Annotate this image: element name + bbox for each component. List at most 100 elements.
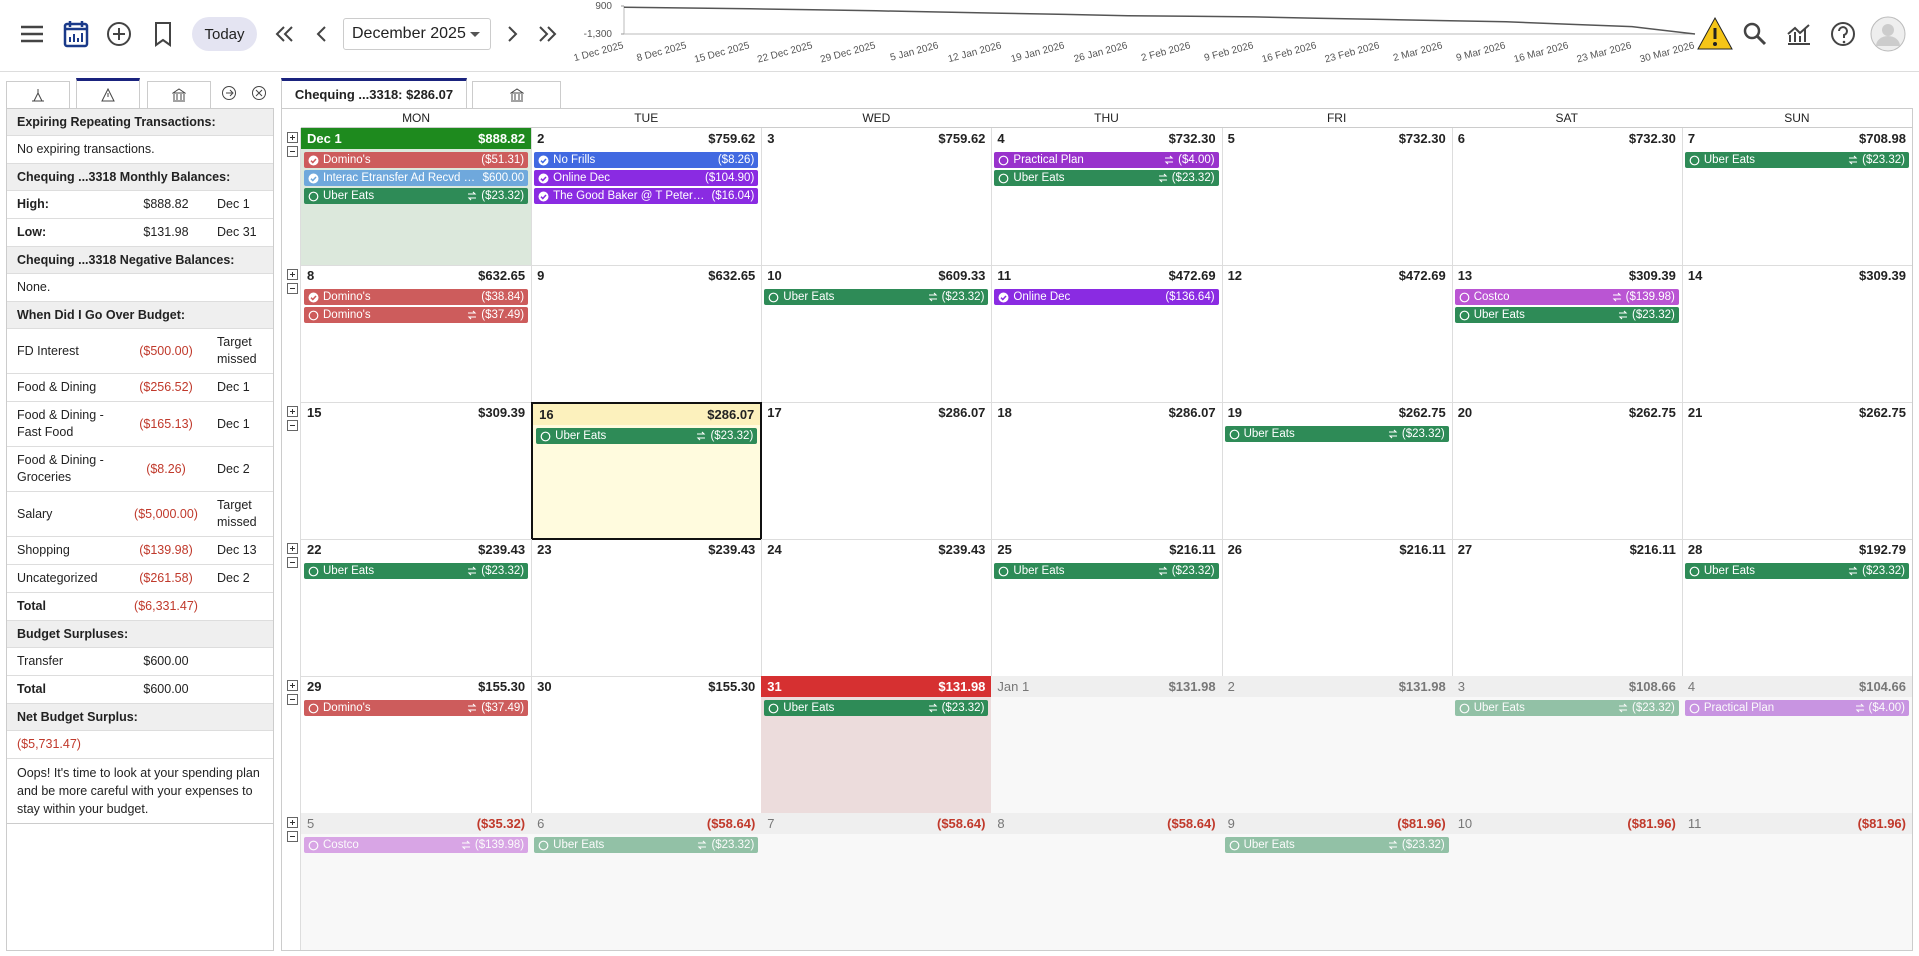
day-cell[interactable]: 19 $262.75 Uber Eats ($23.32) <box>1221 402 1453 540</box>
day-cell[interactable]: 14 $309.39 <box>1681 265 1912 403</box>
avatar[interactable] <box>1870 16 1906 52</box>
transaction[interactable]: Uber Eats ($23.32) <box>1684 563 1909 579</box>
sidebar-tab[interactable] <box>76 78 140 108</box>
transaction[interactable]: Uber Eats ($23.32) <box>536 428 758 444</box>
day-cell[interactable]: Jan 1 $131.98 <box>991 676 1223 814</box>
add-button[interactable] <box>102 17 136 51</box>
close-tab-button[interactable] <box>251 85 267 101</box>
transaction[interactable]: Domino's ($37.49) <box>304 700 529 716</box>
sidebar-tab[interactable] <box>147 81 211 108</box>
day-cell[interactable]: 13 $309.39 Costco ($139.98) Uber Eats ($23.32… <box>1451 265 1683 403</box>
transaction[interactable]: Uber Eats ($23.32) <box>1224 837 1449 853</box>
transaction[interactable]: Online Dec ($136.64) <box>994 289 1219 305</box>
expand-week-button[interactable] <box>287 269 298 280</box>
previous-month-button[interactable] <box>305 17 339 51</box>
transaction[interactable]: Uber Eats ($23.32) <box>1454 700 1679 716</box>
day-cell[interactable]: 7 $708.98 Uber Eats ($23.32) <box>1681 128 1912 266</box>
day-cell[interactable]: 27 $216.11 <box>1451 539 1683 677</box>
transaction[interactable]: Uber Eats ($23.32) <box>1684 152 1909 168</box>
transaction[interactable]: Domino's ($51.31) <box>304 152 529 168</box>
collapse-week-button[interactable] <box>287 283 298 294</box>
day-cell[interactable]: 21 $262.75 <box>1681 402 1912 540</box>
help-button[interactable] <box>1826 17 1860 51</box>
transaction[interactable]: Uber Eats ($23.32) <box>534 837 759 853</box>
transaction[interactable]: Costco ($139.98) <box>1454 289 1679 305</box>
transaction[interactable]: Uber Eats ($23.32) <box>1454 307 1679 323</box>
day-cell[interactable]: 15 $309.39 <box>301 402 533 540</box>
day-cell[interactable]: 12 $472.69 <box>1221 265 1453 403</box>
day-cell[interactable]: 9 ($81.96) Uber Eats ($23.32) <box>1221 813 1453 950</box>
day-cell[interactable]: 16 $286.07 Uber Eats ($23.32) <box>531 402 763 540</box>
transaction[interactable]: Uber Eats ($23.32) <box>994 563 1219 579</box>
transaction[interactable]: Practical Plan ($4.00) <box>994 152 1219 168</box>
today-button[interactable]: Today <box>192 17 257 51</box>
expand-week-button[interactable] <box>287 680 298 691</box>
transaction[interactable]: Domino's ($37.49) <box>304 307 529 323</box>
day-cell[interactable]: 9 $632.65 <box>531 265 763 403</box>
transaction[interactable]: Interac Etransfer Ad Recvd Calendar$600.… <box>304 170 529 186</box>
expand-week-button[interactable] <box>287 406 298 417</box>
day-cell[interactable]: 31 $131.98 Uber Eats ($23.32) <box>761 676 993 814</box>
transaction[interactable]: Practical Plan ($4.00) <box>1684 700 1909 716</box>
account-tab[interactable] <box>472 81 561 108</box>
search-button[interactable] <box>1738 17 1772 51</box>
day-cell[interactable]: 3 $759.62 <box>761 128 993 266</box>
expand-week-button[interactable] <box>287 543 298 554</box>
warning-icon[interactable] <box>1696 15 1734 53</box>
expand-week-button[interactable] <box>287 132 298 143</box>
account-tab[interactable]: Chequing ...3318: $286.07 <box>281 78 467 108</box>
day-cell[interactable]: 20 $262.75 <box>1451 402 1683 540</box>
day-cell[interactable]: 5 ($35.32) Costco ($139.98) <box>301 813 533 950</box>
next-month-button[interactable] <box>495 17 529 51</box>
day-cell[interactable]: 6 $732.30 <box>1451 128 1683 266</box>
day-cell[interactable]: 10 ($81.96) <box>1451 813 1683 950</box>
calendar-button[interactable] <box>59 17 93 51</box>
day-cell[interactable]: 11 $472.69 Online Dec ($136.64) <box>991 265 1223 403</box>
transaction[interactable]: Domino's ($38.84) <box>304 289 529 305</box>
day-cell[interactable]: 25 $216.11 Uber Eats ($23.32) <box>991 539 1223 677</box>
transaction[interactable]: Uber Eats ($23.32) <box>1224 426 1449 442</box>
sidebar-tab[interactable] <box>6 81 70 108</box>
day-cell[interactable]: 4 $732.30 Practical Plan ($4.00) Uber Eats ($… <box>991 128 1223 266</box>
day-cell[interactable]: Dec 1 $888.82 Domino's ($51.31) Interac Etra… <box>301 128 533 266</box>
bookmark-button[interactable] <box>146 17 180 51</box>
collapse-week-button[interactable] <box>287 420 298 431</box>
reports-button[interactable] <box>1782 17 1816 51</box>
day-cell[interactable]: 5 $732.30 <box>1221 128 1453 266</box>
day-cell[interactable]: 26 $216.11 <box>1221 539 1453 677</box>
day-cell[interactable]: 28 $192.79 Uber Eats ($23.32) <box>1681 539 1912 677</box>
expand-week-button[interactable] <box>287 817 298 828</box>
day-cell[interactable]: 29 $155.30 Domino's ($37.49) <box>301 676 533 814</box>
day-cell[interactable]: 2 $759.62 No Frills ($8.26) Online Dec ($104.… <box>531 128 763 266</box>
collapse-week-button[interactable] <box>287 831 298 842</box>
day-cell[interactable]: 24 $239.43 <box>761 539 993 677</box>
transaction[interactable]: Uber Eats ($23.32) <box>764 700 989 716</box>
collapse-week-button[interactable] <box>287 694 298 705</box>
previous-year-button[interactable] <box>268 17 302 51</box>
day-cell[interactable]: 4 $104.66 Practical Plan ($4.00) <box>1681 676 1912 814</box>
transaction[interactable]: The Good Baker @ T Peterborough ($16.04) <box>534 188 759 204</box>
month-select[interactable]: December 2025 <box>343 18 491 50</box>
transaction[interactable]: No Frills ($8.26) <box>534 152 759 168</box>
transaction[interactable]: Uber Eats ($23.32) <box>304 188 529 204</box>
collapse-week-button[interactable] <box>287 146 298 157</box>
day-cell[interactable]: 18 $286.07 <box>991 402 1223 540</box>
day-cell[interactable]: 3 $108.66 Uber Eats ($23.32) <box>1451 676 1683 814</box>
transaction[interactable]: Uber Eats ($23.32) <box>764 289 989 305</box>
transaction[interactable]: Online Dec ($104.90) <box>534 170 759 186</box>
add-tab-button[interactable] <box>221 85 237 101</box>
collapse-week-button[interactable] <box>287 557 298 568</box>
day-cell[interactable]: 7 ($58.64) <box>761 813 993 950</box>
day-cell[interactable]: 8 $632.65 Domino's ($38.84) Domino's ($37.49) <box>301 265 533 403</box>
day-cell[interactable]: 8 ($58.64) <box>991 813 1223 950</box>
transaction[interactable]: Costco ($139.98) <box>304 837 529 853</box>
day-cell[interactable]: 11 ($81.96) <box>1681 813 1912 950</box>
day-cell[interactable]: 17 $286.07 <box>761 402 993 540</box>
next-year-button[interactable] <box>530 17 564 51</box>
day-cell[interactable]: 23 $239.43 <box>531 539 763 677</box>
day-cell[interactable]: 2 $131.98 <box>1221 676 1453 814</box>
day-cell[interactable]: 10 $609.33 Uber Eats ($23.32) <box>761 265 993 403</box>
transaction[interactable]: Uber Eats ($23.32) <box>304 563 529 579</box>
menu-button[interactable] <box>15 17 49 51</box>
day-cell[interactable]: 6 ($58.64) Uber Eats ($23.32) <box>531 813 763 950</box>
